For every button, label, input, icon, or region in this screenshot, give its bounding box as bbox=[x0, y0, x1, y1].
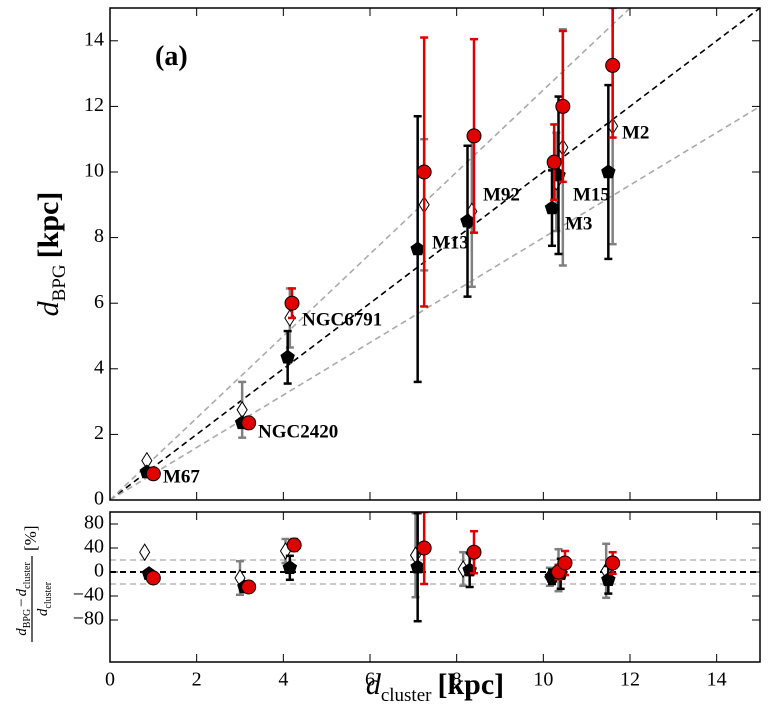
circle-marker bbox=[466, 128, 482, 144]
fraction-denominator: dcluster bbox=[35, 581, 54, 616]
circle-marker bbox=[284, 295, 300, 311]
pentagon-marker bbox=[410, 241, 425, 256]
x-tick-label: 12 bbox=[620, 669, 640, 691]
cluster-label: M15 bbox=[573, 184, 610, 205]
y-tick-label: 40 bbox=[84, 536, 104, 558]
plot-area bbox=[110, 512, 760, 623]
y-tick-label: 0 bbox=[94, 560, 104, 582]
x-axis-label: dcluster [kpc] bbox=[366, 668, 504, 706]
y-tick-label: 4 bbox=[94, 356, 104, 378]
fraction-numerator: dBPG−dcluster bbox=[14, 562, 33, 636]
y-axis-label-fraction: dBPG−dcluster dcluster [%] bbox=[14, 526, 54, 642]
circle-marker bbox=[557, 555, 573, 571]
y-tick-label: 0 bbox=[94, 488, 104, 510]
cluster-label: M13 bbox=[432, 232, 469, 253]
x-tick-label: 0 bbox=[105, 669, 115, 691]
x-tick-label: 14 bbox=[707, 669, 727, 691]
panel-label: (a) bbox=[155, 41, 188, 72]
y-tick-label: 10 bbox=[84, 160, 104, 182]
x-tick-label: 8 bbox=[452, 669, 462, 691]
pentagon-marker bbox=[282, 560, 298, 574]
pentagon-marker bbox=[410, 559, 425, 574]
circle-marker bbox=[605, 555, 621, 571]
cluster-label: M92 bbox=[483, 184, 520, 205]
x-tick-label: 10 bbox=[533, 669, 553, 691]
circle-marker bbox=[605, 57, 621, 73]
y-tick-label: 12 bbox=[84, 94, 104, 116]
y-tick-label: 2 bbox=[94, 422, 104, 444]
pentagon-marker bbox=[601, 572, 616, 586]
cluster-label: M2 bbox=[622, 122, 649, 143]
circle-marker bbox=[416, 540, 432, 556]
x-tick-label: 2 bbox=[192, 669, 202, 691]
circle-marker bbox=[416, 164, 432, 180]
circle-marker bbox=[466, 544, 482, 560]
y-axis-label: dBPG[kpc] bbox=[32, 192, 70, 317]
y-tick-label: 6 bbox=[94, 291, 104, 313]
x-tick-label: 6 bbox=[365, 669, 375, 691]
reference-line bbox=[110, 105, 760, 500]
circle-marker bbox=[145, 570, 161, 586]
reference-line bbox=[110, 8, 760, 500]
diamond-marker bbox=[139, 543, 151, 562]
circle-marker bbox=[286, 537, 302, 553]
cluster-label: M3 bbox=[565, 213, 592, 234]
y-axis-unit: [%] bbox=[21, 526, 40, 551]
pentagon-marker bbox=[280, 349, 295, 364]
cluster-label: M67 bbox=[163, 466, 200, 487]
y-tick-label: −40 bbox=[73, 584, 104, 606]
y-tick-label: 80 bbox=[84, 512, 104, 534]
pentagon-marker bbox=[544, 200, 560, 215]
y-tick-label: −80 bbox=[73, 608, 104, 630]
cluster-label: NGC6791 bbox=[302, 309, 382, 330]
y-tick-label: 14 bbox=[84, 28, 104, 50]
x-tick-label: 4 bbox=[278, 669, 288, 691]
circle-marker bbox=[145, 466, 161, 482]
circle-marker bbox=[241, 415, 257, 431]
y-tick-label: 8 bbox=[94, 225, 104, 247]
circle-marker bbox=[546, 154, 562, 170]
cluster-label: NGC2420 bbox=[258, 421, 338, 442]
pentagon-marker bbox=[601, 164, 616, 179]
plot-area bbox=[110, 8, 760, 500]
circle-marker bbox=[555, 98, 571, 114]
axes-frame bbox=[109, 511, 761, 663]
axes-frame bbox=[109, 7, 761, 501]
circle-marker bbox=[241, 579, 257, 595]
